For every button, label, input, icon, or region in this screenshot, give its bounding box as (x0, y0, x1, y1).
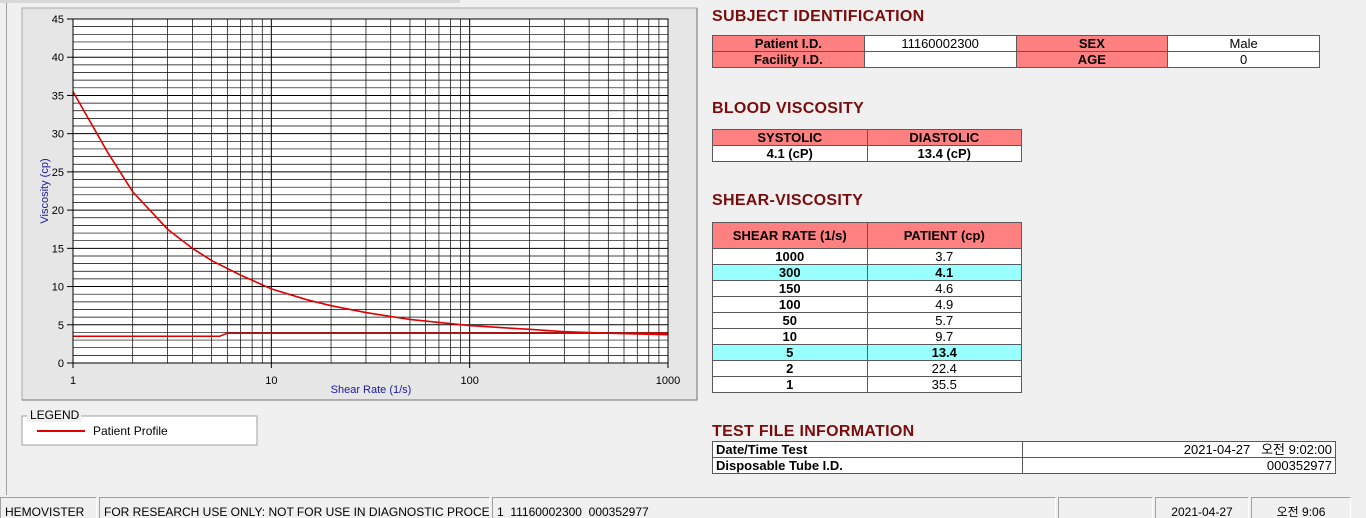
value-cell: 2021-04-27 오전 9:02:00 (1022, 441, 1336, 458)
y-tick-label: 40 (52, 52, 64, 64)
value-cell: 11160002300 (863, 35, 1017, 52)
value-cell: 000352977 (1022, 457, 1336, 474)
top-strip (0, 0, 460, 3)
patient-cell: 4.9 (866, 296, 1022, 313)
header-cell: PATIENT (cp) (866, 222, 1022, 249)
value-cell: 4.1 (cP) (712, 145, 868, 162)
label-cell: Date/Time Test (712, 441, 1023, 458)
status-cell: 오전 9:06 (1251, 497, 1351, 518)
y-tick-label: 15 (52, 243, 64, 255)
shear-rate-cell: 10 (712, 328, 868, 345)
shear-rate-cell: 1000 (712, 248, 868, 265)
shear-rate-cell: 150 (712, 280, 868, 297)
shear-rate-cell: 100 (712, 296, 868, 313)
x-tick-label: 1 (70, 375, 76, 387)
section-title: TEST FILE INFORMATION (712, 423, 915, 440)
left-edge (6, 0, 7, 495)
y-tick-label: 20 (52, 205, 64, 217)
blood-viscosity-table: SYSTOLIC DIASTOLIC 4.1 (cP) 13.4 (cP) (712, 129, 1022, 162)
series-line (73, 332, 668, 338)
series-line (72, 91, 669, 336)
shear-rate-cell: 1 (712, 376, 868, 393)
label-cell: Facility I.D. (712, 51, 865, 68)
table-row: 2 22.4 (712, 360, 1022, 377)
table-row: 300 4.1 (712, 264, 1022, 281)
section-title: SUBJECT IDENTIFICATION (712, 8, 925, 25)
table-row: 100 4.9 (712, 296, 1022, 313)
label-cell: Patient I.D. (712, 35, 865, 52)
table-row: 1 35.5 (712, 376, 1022, 393)
table-row: 1000 3.7 (712, 248, 1022, 265)
y-tick-label: 5 (58, 320, 64, 332)
y-tick-label: 45 (52, 14, 64, 26)
label-cell: AGE (1015, 51, 1169, 68)
y-tick-label: 25 (52, 167, 64, 179)
patient-cell: 35.5 (866, 376, 1022, 393)
patient-cell: 22.4 (866, 360, 1022, 377)
label-cell: SEX (1015, 35, 1169, 52)
shear-rate-cell: 5 (712, 344, 868, 361)
y-tick-label: 10 (52, 282, 64, 294)
x-tick-label: 1000 (656, 375, 680, 387)
patient-cell: 3.7 (866, 248, 1022, 265)
test-file-table: Date/Time Test 2021-04-27 오전 9:02:00 Dis… (712, 441, 1336, 474)
shear-rate-cell: 50 (712, 312, 868, 329)
table-row: 10 9.7 (712, 328, 1022, 345)
plot-area (73, 19, 668, 363)
value-cell: Male (1167, 35, 1320, 52)
status-cell: 1 11160002300 000352977 (492, 497, 1056, 518)
patient-cell: 5.7 (866, 312, 1022, 329)
section-title: SHEAR-VISCOSITY (712, 192, 864, 209)
status-cell (1058, 497, 1153, 518)
shear-rate-cell: 300 (712, 264, 868, 281)
legend-title: LEGEND (30, 408, 80, 422)
status-cell: FOR RESEARCH USE ONLY: NOT FOR USE IN DI… (99, 497, 490, 518)
x-axis-label: Shear Rate (1/s) (331, 384, 412, 396)
header-cell: DIASTOLIC (866, 129, 1022, 146)
header-cell: SHEAR RATE (1/s) (712, 222, 868, 249)
label-cell: Disposable Tube I.D. (712, 457, 1023, 474)
y-tick-label: 30 (52, 129, 64, 141)
subject-table: Patient I.D. 11160002300 SEX Male Facili… (712, 35, 1320, 68)
shear-rate-cell: 2 (712, 360, 868, 377)
value-cell (863, 51, 1017, 68)
patient-cell: 13.4 (866, 344, 1022, 361)
chart: 0 5 10 15 20 25 30 35 40 45 1 10 100 1000 Shear Rate … (21, 7, 698, 446)
x-tick-label: 100 (460, 375, 478, 387)
x-tick-label: 10 (265, 375, 277, 387)
y-tick-label: 0 (58, 358, 64, 370)
patient-cell: 9.7 (866, 328, 1022, 345)
plot-frame (72, 18, 669, 364)
value-cell: 0 (1167, 51, 1320, 68)
status-cell: HEMOVISTER (0, 497, 97, 518)
y-tick-label: 35 (52, 90, 64, 102)
patient-cell: 4.6 (866, 280, 1022, 297)
table-row: 50 5.7 (712, 312, 1022, 329)
header-cell: SYSTOLIC (712, 129, 868, 146)
legend-label: Patient Profile (93, 424, 168, 438)
legend-title-bg (27, 409, 81, 422)
patient-cell: 4.1 (866, 264, 1022, 281)
y-axis-label: Viscosity (cp) (39, 158, 51, 223)
status-cell: 2021-04-27 (1155, 497, 1249, 518)
table-row: 5 13.4 (712, 344, 1022, 361)
section-title: BLOOD VISCOSITY (712, 100, 865, 117)
shear-viscosity-table: SHEAR RATE (1/s) PATIENT (cp) 1000 3.7 300… (712, 222, 1022, 393)
value-cell: 13.4 (cP) (866, 145, 1022, 162)
table-row: 150 4.6 (712, 280, 1022, 297)
